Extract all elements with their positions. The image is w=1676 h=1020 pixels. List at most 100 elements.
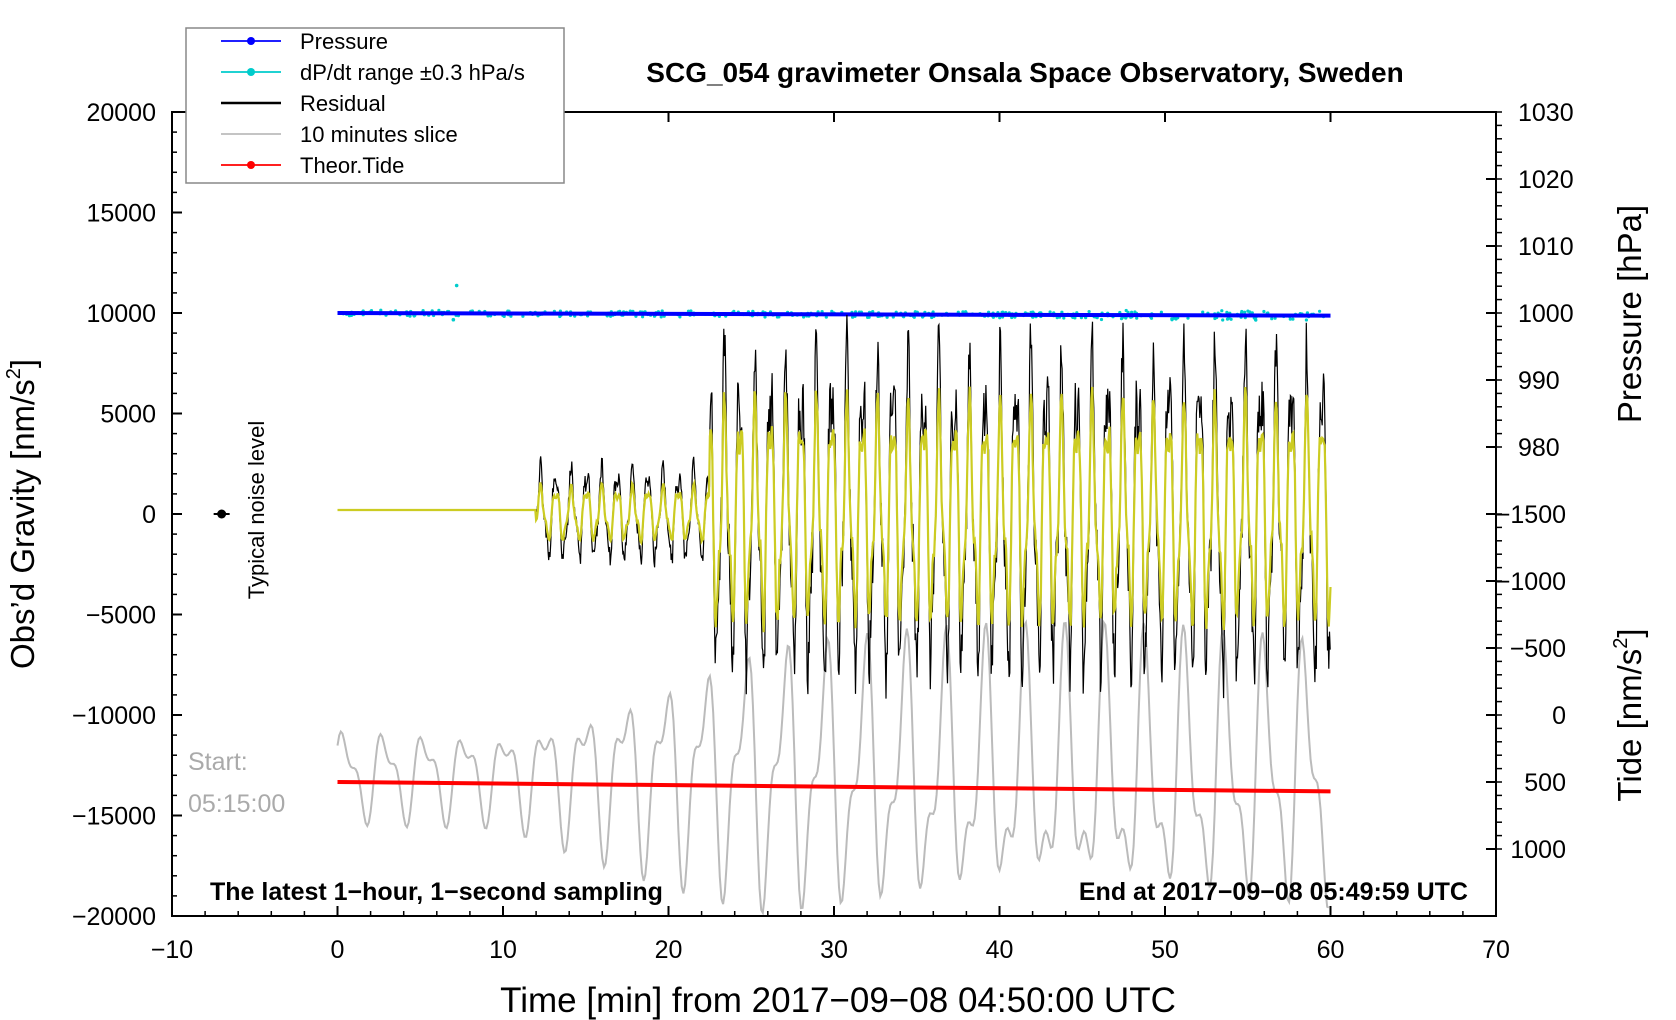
dpdt-point [871, 310, 875, 314]
dpdt-point [1240, 309, 1244, 314]
pressure-tick-label: 1030 [1518, 99, 1574, 127]
dpdt-point [641, 315, 645, 319]
tide-tick-label: 500 [1524, 769, 1566, 797]
tide-axis-title-close: ] [1611, 628, 1648, 637]
dpdt-point [851, 315, 855, 319]
legend-marker [247, 37, 255, 45]
noise-label: Typical noise level [244, 421, 269, 600]
dpdt-point [1159, 310, 1163, 314]
dpdt-point [379, 308, 383, 312]
dpdt-point [689, 309, 693, 313]
dpdt-point [775, 315, 780, 319]
x-axis: −10 0 10 20 30 40 50 60 70 [151, 112, 1510, 964]
y-tick-label: 10000 [86, 300, 156, 328]
chart-title: SCG_054 gravimeter Onsala Space Observat… [646, 57, 1403, 88]
tide-axis-title-sup: 2 [1610, 638, 1632, 649]
tide-tick-label: −1500 [1496, 501, 1566, 529]
filtered-series [337, 386, 1332, 633]
tide-tick-label: 1000 [1510, 836, 1566, 864]
dpdt-point [885, 315, 889, 319]
noise-marker [213, 509, 230, 519]
x-tick-label: 10 [489, 936, 517, 964]
y-tick-label: −15000 [72, 803, 156, 831]
legend-label: dP/dt range ±0.3 hPa/s [300, 60, 525, 85]
dpdt-point [830, 309, 834, 313]
legend-marker [247, 68, 255, 76]
slice-series [336, 619, 1330, 916]
noise-dot [217, 509, 227, 519]
legend-label: Pressure [300, 29, 388, 54]
legend-box [185, 27, 565, 184]
y-axis-gravity: 20000 15000 10000 5000 0 −5000 −10000 −15000 −20… [72, 99, 182, 931]
gravity-axis-title-close: ] [4, 359, 41, 368]
legend-label: 10 minutes slice [300, 122, 458, 147]
dpdt-point [1213, 316, 1217, 321]
dpdt-point [1133, 310, 1137, 314]
tide-line [337, 780, 1331, 794]
filtered-line [337, 386, 1332, 633]
y-tick-label: 20000 [86, 99, 156, 127]
legend-label: Theor.Tide [300, 153, 404, 178]
dpdt-point [1135, 316, 1139, 320]
y-tick-label: −5000 [86, 602, 156, 630]
dpdt-point [1225, 310, 1229, 314]
dpdt-point [1087, 310, 1091, 314]
x-axis-title: Time [min] from 2017−09−08 04:50:00 UTC [500, 981, 1176, 1020]
dpdt-point [998, 316, 1002, 320]
tide-series [337, 780, 1331, 794]
dpdt-point [1201, 310, 1205, 314]
slice-line [336, 619, 1330, 916]
y-axis-title-pressure: Pressure [hPa] [1611, 205, 1648, 423]
x-tick-label: 0 [331, 936, 345, 964]
dpdt-point [451, 317, 456, 322]
dpdt-point [1291, 317, 1295, 321]
dpdt-point [1220, 309, 1224, 313]
dpdt-point [1270, 317, 1274, 321]
dpdt-point [1221, 318, 1225, 322]
end-time-note: End at 2017−09−08 05:49:59 UTC [1079, 878, 1468, 906]
dpdt-point [961, 310, 965, 314]
dpdt-point [1186, 316, 1190, 320]
dpdt-point [1288, 317, 1292, 321]
x-tick-label: 20 [655, 936, 683, 964]
dpdt-point [1126, 310, 1130, 314]
x-tick-label: 60 [1317, 936, 1345, 964]
pressure-series [337, 283, 1331, 322]
y-axis-tide: 1000 500 0 −500 −1000 −1500 [1486, 501, 1566, 864]
y-tick-label: 5000 [100, 401, 156, 429]
dpdt-point [1246, 309, 1250, 313]
dpdt-point [408, 314, 412, 318]
start-label: Start: [188, 748, 248, 776]
dpdt-point [660, 309, 664, 313]
dpdt-point [1048, 310, 1052, 314]
dpdt-point [1243, 310, 1247, 314]
tide-tick-label: −500 [1510, 635, 1566, 663]
dpdt-point [1130, 310, 1134, 314]
pressure-tick-label: 1010 [1518, 233, 1574, 261]
y-tick-label: −20000 [72, 903, 156, 931]
x-tick-label: 50 [1151, 936, 1179, 964]
x-tick-label: 40 [986, 936, 1014, 964]
dpdt-point [659, 315, 663, 319]
y-tick-label: −10000 [72, 702, 156, 730]
dpdt-point [437, 308, 441, 312]
plot-area [336, 283, 1332, 916]
y-axis-title-tide: Tide [nm/s2] [1610, 628, 1648, 801]
dpdt-point [1073, 316, 1077, 320]
pressure-tick-label: 980 [1518, 434, 1560, 462]
plot-frame [171, 111, 1497, 917]
legend-marker [247, 161, 255, 169]
pressure-line [337, 311, 1331, 318]
dpdt-point [1318, 309, 1322, 313]
dpdt-point [1304, 318, 1308, 322]
pressure-tick-label: 990 [1518, 367, 1560, 395]
dpdt-point [1099, 317, 1104, 322]
y-axis-pressure: 1030 1020 1010 1000 990 980 [1486, 99, 1574, 462]
x-tick-label: 70 [1482, 936, 1510, 964]
y-axis-title-gravity: Obs’d Gravity [nm/s2] [3, 359, 41, 669]
x-tick-label: −10 [151, 936, 193, 964]
dpdt-point [1062, 316, 1066, 320]
tide-tick-label: 0 [1552, 702, 1566, 730]
gravity-axis-title-sup: 2 [3, 368, 25, 379]
